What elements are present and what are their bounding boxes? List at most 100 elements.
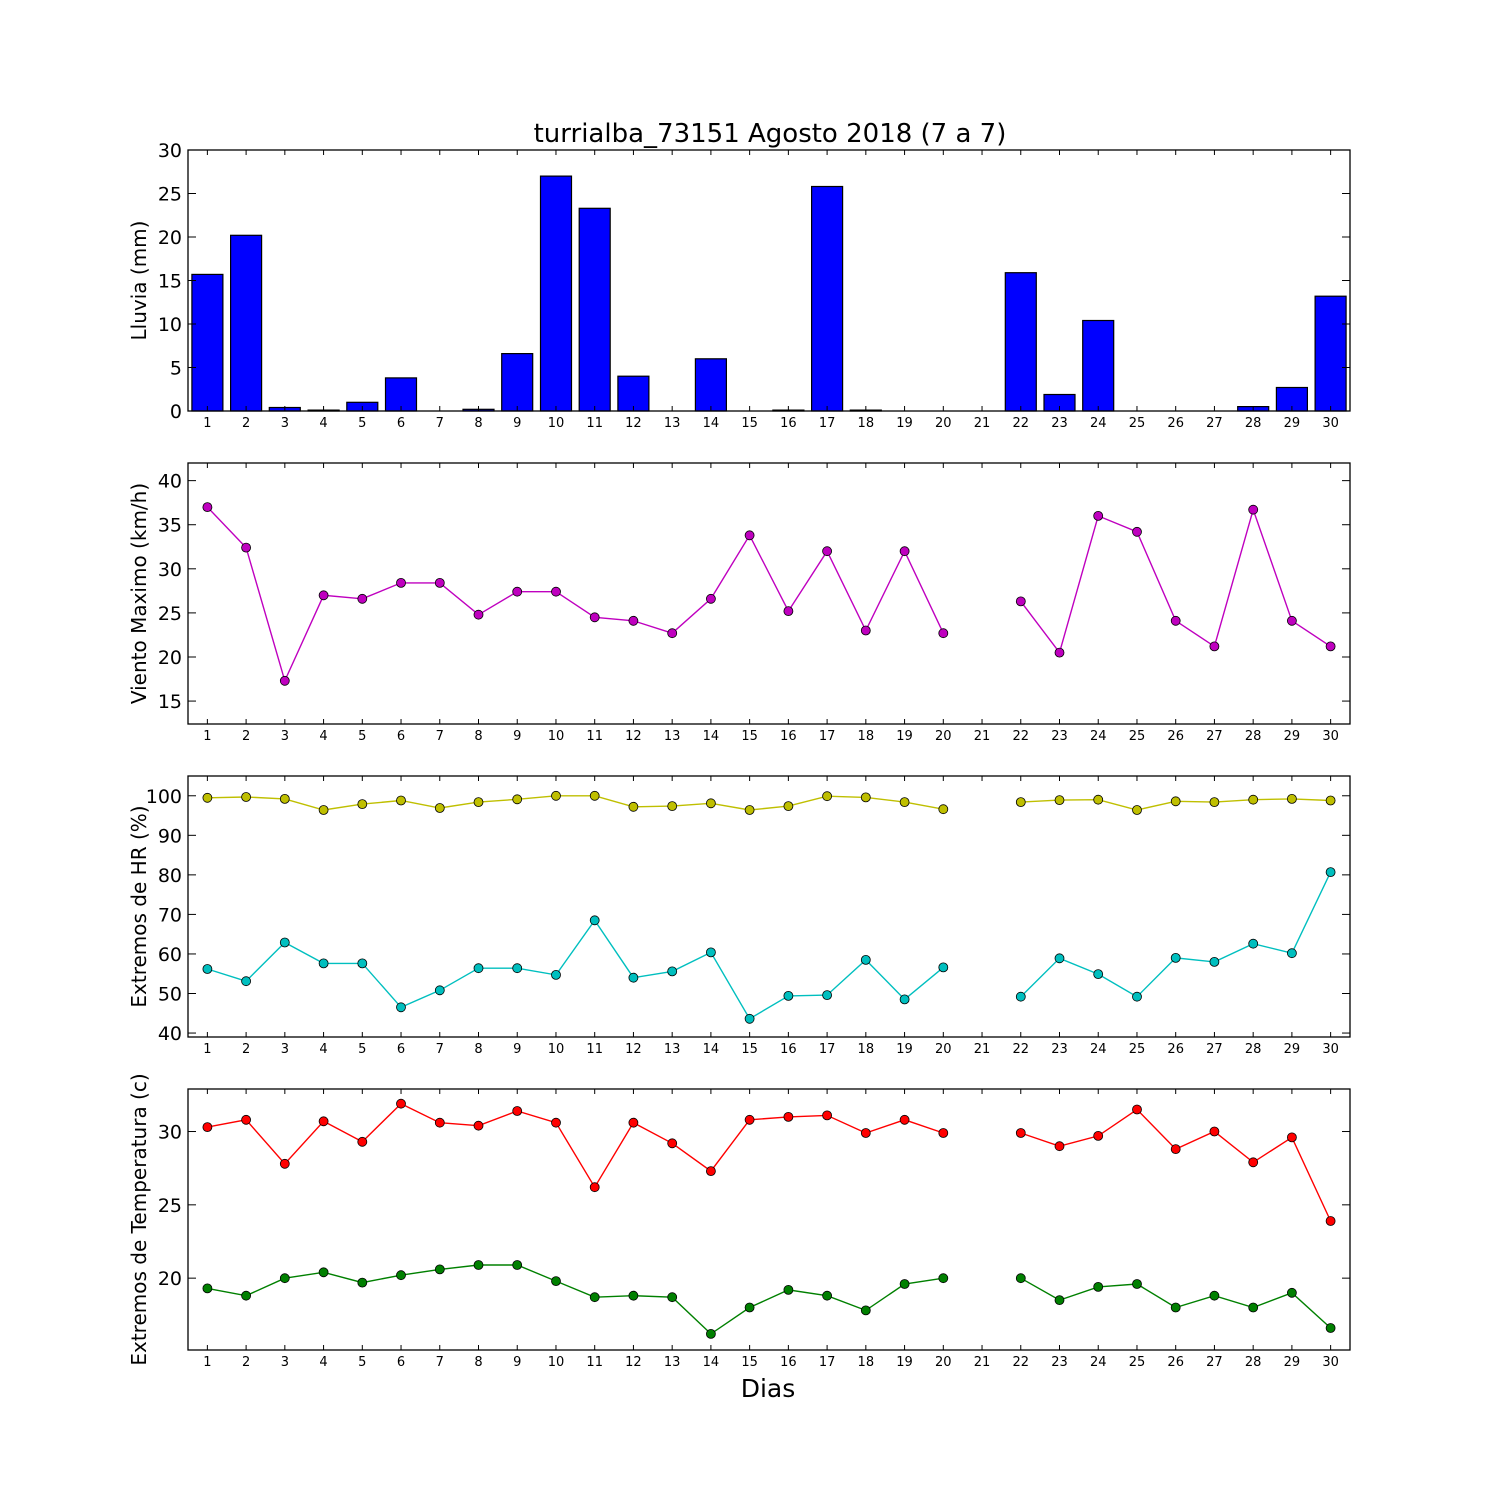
x-tick-label: 29 — [1284, 729, 1301, 744]
x-tick-label: 11 — [586, 1355, 603, 1370]
x-tick-label: 30 — [1322, 1042, 1339, 1057]
x-tick-label: 15 — [741, 416, 758, 431]
y-tick-label: 70 — [158, 904, 182, 926]
x-tick-label: 30 — [1322, 1355, 1339, 1370]
series-2-line-1 — [207, 1264, 944, 1335]
x-tick-label: 1 — [203, 1042, 211, 1057]
series-2-point-day-19 — [899, 1279, 910, 1289]
series-1-point-day-8 — [473, 797, 484, 807]
x-tick-label: 15 — [741, 1355, 758, 1370]
x-tick-label: 12 — [625, 416, 642, 431]
x-tick-label: 11 — [586, 729, 603, 744]
x-tick-label: 24 — [1090, 1355, 1107, 1370]
y-tick-label: 15 — [158, 691, 182, 713]
series-1-point-day-16 — [783, 1112, 794, 1122]
x-tick-label: 6 — [397, 416, 405, 431]
series-2-point-day-13 — [667, 966, 678, 977]
series-2-point-day-27 — [1209, 1290, 1220, 1301]
series-2-point-day-25 — [1132, 991, 1142, 1002]
x-tick-label: 15 — [741, 1042, 758, 1057]
x-tick-label: 6 — [397, 729, 405, 744]
x-tick-label: 4 — [319, 729, 327, 744]
x-tick-label: 29 — [1284, 1042, 1301, 1057]
series-1-point-day-12 — [628, 801, 639, 812]
x-tick-label: 2 — [242, 729, 250, 744]
series-1-point-day-18 — [860, 625, 871, 636]
series-1-point-day-18 — [860, 1128, 871, 1138]
axes-frame — [187, 1088, 1351, 1351]
series-2-point-day-5 — [357, 1277, 368, 1288]
x-tick-label: 22 — [1012, 416, 1029, 431]
series-1-point-day-18 — [860, 792, 871, 803]
series-1-point-day-9 — [512, 794, 523, 805]
x-tick-label: 21 — [974, 1042, 991, 1057]
series-2-point-day-3 — [279, 937, 290, 948]
series-1-point-day-28 — [1248, 504, 1259, 515]
series-1-line-1 — [206, 506, 944, 683]
x-tick-label: 8 — [474, 1042, 482, 1057]
series-1-point-day-29 — [1287, 794, 1297, 804]
x-tick-label: 9 — [513, 1042, 521, 1057]
y-axis-label: Extremos de HR (%) — [127, 805, 151, 1007]
x-tick-label: 22 — [1012, 729, 1029, 744]
series-1-point-day-2 — [241, 792, 252, 802]
series-2-point-day-1 — [202, 964, 213, 974]
x-tick-label: 9 — [513, 1355, 521, 1370]
series-1-point-day-16 — [783, 606, 794, 616]
series-1-point-day-20 — [938, 1128, 949, 1138]
series-2-point-day-29 — [1287, 948, 1297, 959]
x-tick-label: 27 — [1206, 1355, 1223, 1370]
x-tick-label: 14 — [703, 1355, 720, 1370]
x-tick-label: 5 — [358, 1355, 366, 1370]
series-1-point-day-7 — [434, 578, 445, 588]
series-2-point-day-16 — [783, 1285, 794, 1295]
x-tick-label: 20 — [935, 729, 952, 744]
x-tick-label: 27 — [1206, 729, 1223, 744]
y-tick-label: 25 — [158, 1195, 182, 1217]
y-tick-label: 50 — [158, 984, 182, 1006]
series-1-point-day-23 — [1054, 795, 1065, 805]
series-2-point-day-24 — [1093, 1282, 1104, 1292]
series-1-point-day-28 — [1248, 1157, 1259, 1168]
x-tick-label: 12 — [625, 729, 642, 744]
series-2-point-day-19 — [899, 994, 910, 1005]
series-1-point-day-28 — [1248, 794, 1259, 805]
x-tick-label: 28 — [1245, 729, 1262, 744]
x-tick-label: 1 — [203, 729, 211, 744]
series-1-point-day-25 — [1132, 805, 1142, 815]
series-1-point-day-13 — [667, 1138, 678, 1149]
series-1-point-day-10 — [551, 586, 561, 597]
x-axis-label: Dias — [741, 1374, 796, 1403]
series-1-point-day-15 — [744, 805, 755, 815]
series-1-point-day-22 — [1015, 1128, 1026, 1138]
series-2-point-day-11 — [589, 1292, 600, 1303]
series-1-point-day-11 — [589, 1182, 600, 1193]
series-1-point-day-3 — [279, 794, 290, 804]
x-tick-label: 23 — [1051, 416, 1068, 431]
series-1-point-day-9 — [512, 1106, 523, 1116]
series-1-point-day-27 — [1209, 1126, 1220, 1137]
bar-day-10 — [539, 175, 573, 412]
series-1-point-day-20 — [938, 628, 949, 639]
x-tick-label: 16 — [780, 1355, 797, 1370]
x-tick-label: 13 — [664, 1355, 681, 1370]
y-tick-label: 5 — [170, 358, 182, 380]
y-tick-label: 0 — [170, 401, 182, 423]
x-tick-label: 20 — [935, 1042, 952, 1057]
y-tick-label: 30 — [158, 140, 182, 162]
x-tick-label: 12 — [625, 1042, 642, 1057]
series-2-point-day-5 — [357, 958, 368, 969]
x-tick-label: 2 — [242, 416, 250, 431]
series-2-point-day-23 — [1054, 1295, 1065, 1305]
x-tick-label: 13 — [664, 729, 681, 744]
series-1-point-day-17 — [822, 546, 832, 557]
series-1-point-day-4 — [318, 1116, 329, 1127]
x-tick-label: 2 — [242, 1042, 250, 1057]
x-tick-label: 8 — [474, 729, 482, 744]
series-2-point-day-18 — [860, 1305, 871, 1316]
series-1-point-day-5 — [357, 799, 368, 809]
x-tick-label: 18 — [858, 1042, 875, 1057]
series-1-point-day-4 — [318, 590, 329, 601]
x-tick-label: 26 — [1167, 1042, 1184, 1057]
x-tick-label: 26 — [1167, 1355, 1184, 1370]
